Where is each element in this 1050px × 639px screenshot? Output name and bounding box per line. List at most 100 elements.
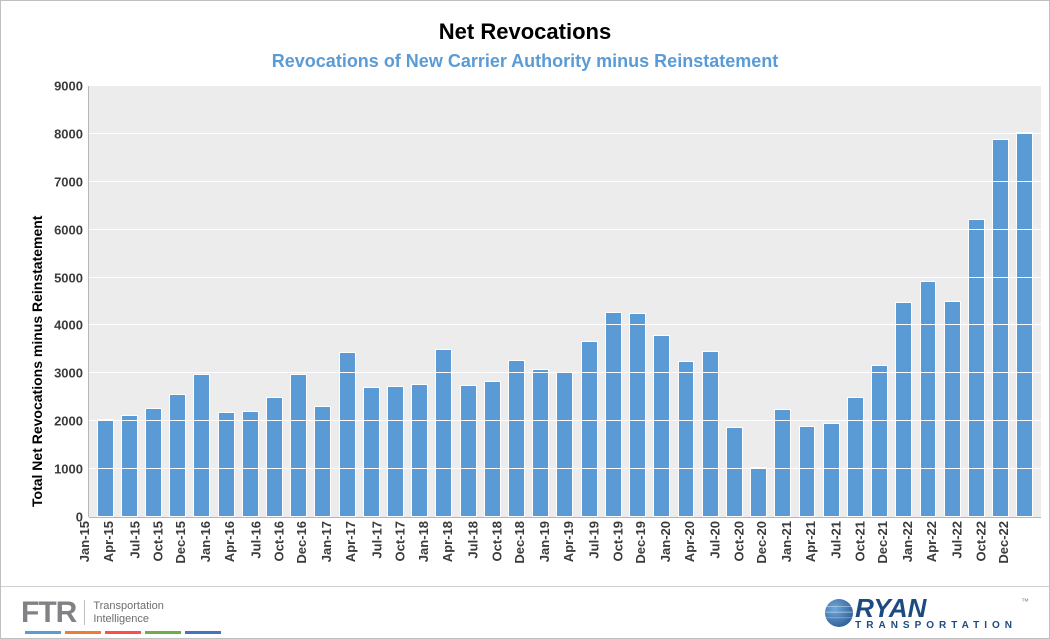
- bar-slot: Dec-19: [650, 86, 674, 517]
- x-tick-label: Apr-16: [230, 480, 245, 521]
- x-tick-label: Apr-21: [811, 480, 826, 521]
- bar-slot: Jul-19: [601, 86, 625, 517]
- y-tick-label: 2000: [54, 414, 89, 429]
- bar-slot: Oct-21: [868, 86, 892, 517]
- bar-slot: Oct-15: [166, 86, 190, 517]
- gridline: [89, 277, 1041, 278]
- bar-slot: Jul-16: [262, 86, 286, 517]
- bar-slot: Jan-19: [553, 86, 577, 517]
- x-tick-label: Jan-20: [665, 480, 680, 521]
- bar-slot: Jan-16: [214, 86, 238, 517]
- x-tick-label: Oct-22: [980, 481, 995, 521]
- bar-slot: Apr-16: [238, 86, 262, 517]
- chart-subtitle: Revocations of New Carrier Authority min…: [1, 51, 1049, 72]
- x-tick-label: Apr-20: [690, 480, 705, 521]
- y-tick-label: 1000: [54, 462, 89, 477]
- bar-slot: Jan-22: [916, 86, 940, 517]
- x-tick-label: Dec-19: [640, 478, 655, 521]
- ftr-logo: FTR Transportation Intelligence: [21, 596, 164, 630]
- bar-slot: Jan-20: [674, 86, 698, 517]
- bars-container: Jan-15Apr-15Jul-15Oct-15Dec-15Jan-16Apr-…: [89, 86, 1041, 517]
- bar-slot: Jul-18: [480, 86, 504, 517]
- x-tick-label: Jul-15: [135, 483, 150, 521]
- y-tick-label: 3000: [54, 366, 89, 381]
- x-tick-label: Jul-22: [958, 483, 973, 521]
- ftr-line1: Transportation: [93, 600, 164, 612]
- ftr-line2: Intelligence: [93, 613, 164, 625]
- gridline: [89, 420, 1041, 421]
- x-tick-label: Jul-18: [474, 483, 489, 521]
- y-tick-label: 7000: [54, 174, 89, 189]
- x-tick-label: Apr-18: [448, 480, 463, 521]
- bar-slot: Apr-20: [698, 86, 722, 517]
- bar-slot: Jul-22: [964, 86, 988, 517]
- x-tick-label: Dec-21: [882, 478, 897, 521]
- y-axis-label: Total Net Revocations minus Reinstatemen…: [29, 216, 45, 507]
- bar-slot: Jul-20: [722, 86, 746, 517]
- x-tick-label: Jul-20: [716, 483, 731, 521]
- x-tick-label: Jan-17: [327, 480, 342, 521]
- x-tick-label: Jan-19: [544, 480, 559, 521]
- bar-slot: Oct-19: [625, 86, 649, 517]
- bar-slot: Apr-21: [819, 86, 843, 517]
- accent-bar: [105, 631, 141, 634]
- x-tick-label: Dec-22: [1003, 478, 1018, 521]
- bar-slot: Apr-17: [359, 86, 383, 517]
- bar-slot: Oct-20: [746, 86, 770, 517]
- x-tick-label: Jul-17: [377, 483, 392, 521]
- bar: [992, 139, 1009, 517]
- x-tick-label: Jan-18: [423, 480, 438, 521]
- x-tick-label: Oct-21: [859, 481, 874, 521]
- x-tick-label: Dec-20: [761, 478, 776, 521]
- globe-icon: [825, 599, 853, 627]
- bar-slot: Jan-18: [432, 86, 456, 517]
- bar-slot: Apr-15: [117, 86, 141, 517]
- gridline: [89, 468, 1041, 469]
- x-tick-label: Dec-15: [181, 478, 196, 521]
- x-tick-label: Oct-20: [738, 481, 753, 521]
- ftr-accent-bars: [25, 631, 221, 634]
- y-tick-label: 6000: [54, 222, 89, 237]
- bar-slot: Jul-21: [843, 86, 867, 517]
- bar-slot: Oct-17: [408, 86, 432, 517]
- x-tick-label: Oct-19: [617, 481, 632, 521]
- bar-slot: Dec-21: [892, 86, 916, 517]
- y-tick-label: 9000: [54, 79, 89, 94]
- bar-slot: Jan-15: [93, 86, 117, 517]
- x-tick-label: Oct-16: [278, 481, 293, 521]
- bar-slot: Apr-19: [577, 86, 601, 517]
- ryan-logo: RYAN TRANSPORTATION ™: [825, 595, 1029, 631]
- x-tick-label: Jan-21: [786, 480, 801, 521]
- bar-slot: Jul-15: [141, 86, 165, 517]
- ryan-main: RYAN: [855, 595, 1019, 621]
- accent-bar: [65, 631, 101, 634]
- bar-slot: Apr-18: [456, 86, 480, 517]
- ftr-tagline: Transportation Intelligence: [84, 600, 164, 624]
- ryan-text: RYAN TRANSPORTATION: [855, 595, 1019, 631]
- accent-bar: [185, 631, 221, 634]
- gridline: [89, 181, 1041, 182]
- x-tick-label: Oct-15: [157, 481, 172, 521]
- bar-slot: Apr-22: [940, 86, 964, 517]
- accent-bar: [25, 631, 61, 634]
- x-tick-label: Jul-21: [837, 483, 852, 521]
- bar-slot: Dec-15: [190, 86, 214, 517]
- y-tick-label: 4000: [54, 318, 89, 333]
- bar-slot: Dec-22: [1013, 86, 1037, 517]
- footer: FTR Transportation Intelligence RYAN TRA…: [1, 586, 1049, 638]
- x-tick-label: Jul-16: [256, 483, 271, 521]
- bar-slot: Dec-16: [311, 86, 335, 517]
- x-tick-label: Jul-19: [595, 483, 610, 521]
- chart-title: Net Revocations: [1, 19, 1049, 45]
- x-tick-label: Jan-16: [206, 480, 221, 521]
- x-tick-label: Dec-16: [302, 478, 317, 521]
- chart-frame: Net Revocations Revocations of New Carri…: [0, 0, 1050, 639]
- gridline: [89, 229, 1041, 230]
- gridline: [89, 324, 1041, 325]
- bar-slot: Dec-18: [529, 86, 553, 517]
- ryan-sub: TRANSPORTATION: [855, 621, 1019, 631]
- x-tick-label: Oct-18: [496, 481, 511, 521]
- gridline: [89, 133, 1041, 134]
- x-tick-label: Dec-18: [519, 478, 534, 521]
- ftr-mark: FTR: [21, 596, 76, 630]
